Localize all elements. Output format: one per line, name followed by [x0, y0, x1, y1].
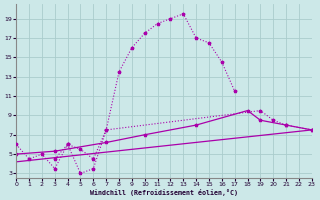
- X-axis label: Windchill (Refroidissement éolien,°C): Windchill (Refroidissement éolien,°C): [90, 189, 238, 196]
